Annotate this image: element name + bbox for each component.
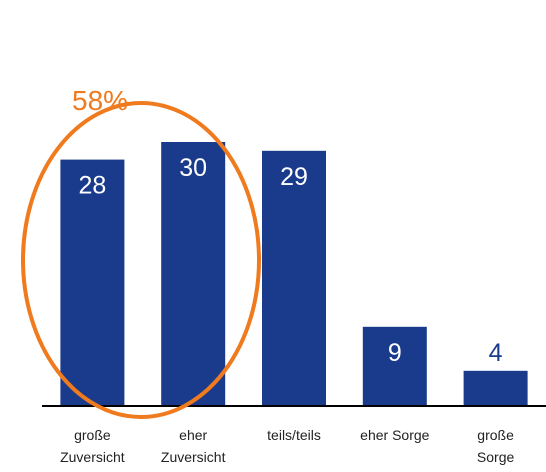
value-label: 29 [280,163,308,191]
highlight-ellipse [21,101,261,419]
value-label: 28 [78,172,106,200]
value-label: 30 [179,154,207,182]
x-tick-label: eher Zuversicht [160,427,226,465]
x-tick-label: eher Sorge [360,427,430,443]
bar [463,370,528,406]
bar [262,150,326,406]
bar [60,159,125,406]
annotation: 58% [72,85,128,116]
x-tick-label: große Zuversicht [60,427,125,465]
x-tick-label: teils/teils [267,427,321,443]
x-tick-label: große Sorge [476,427,515,465]
bar [362,326,427,406]
value-label: 9 [388,339,402,367]
value-label: 4 [489,339,503,367]
bar [161,142,226,406]
